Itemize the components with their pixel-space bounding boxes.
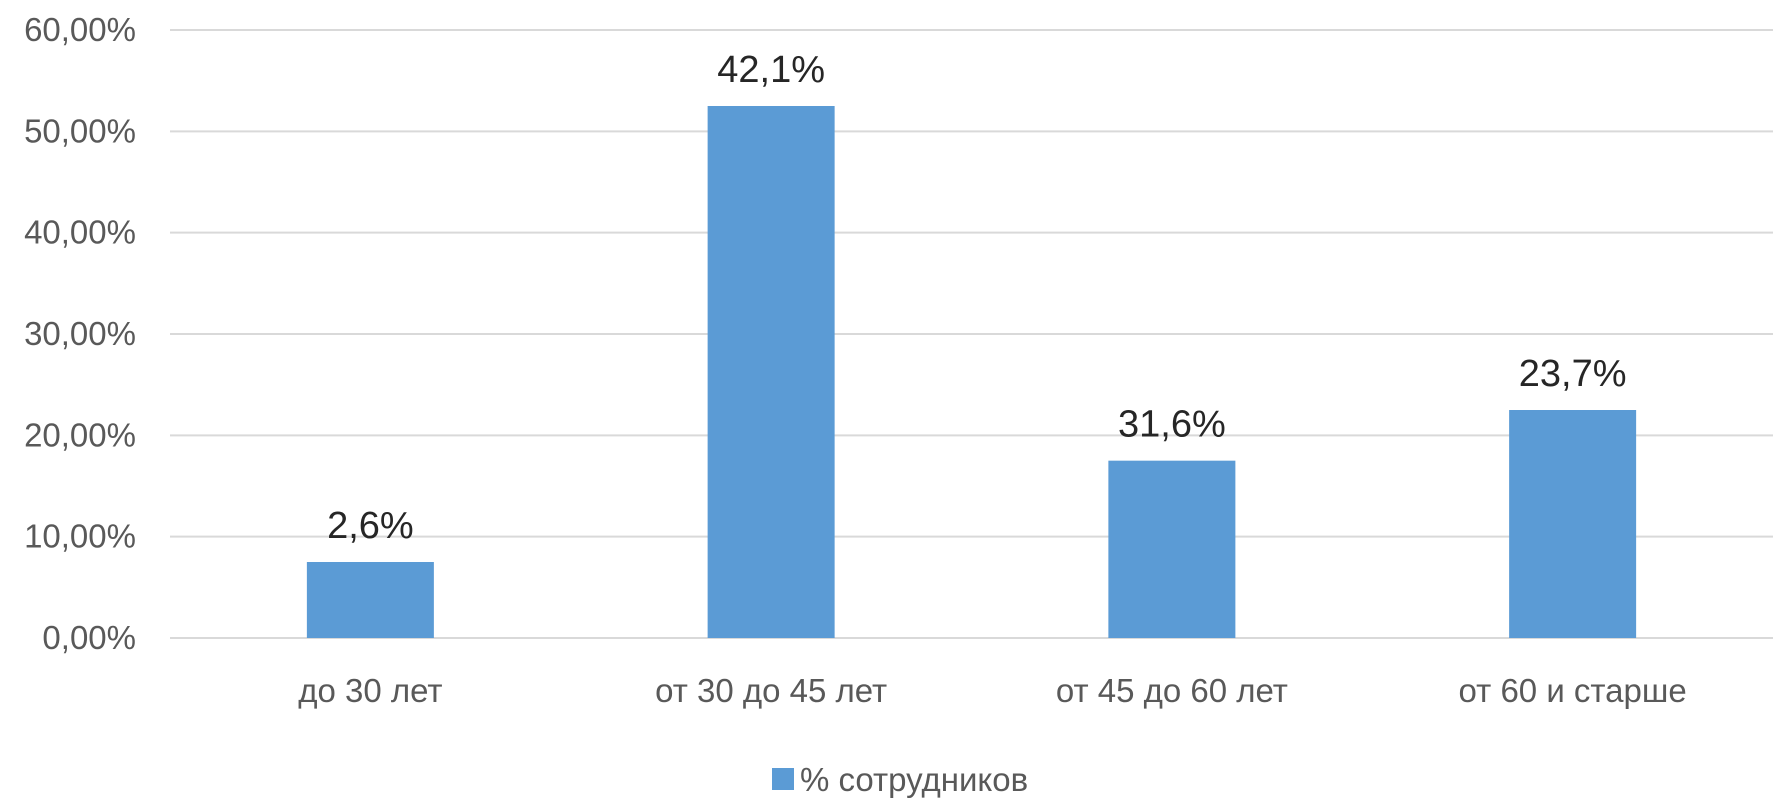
y-axis-tick-labels: 0,00% 10,00% 20,00% 30,00% 40,00% 50,00% 60,00…: [24, 11, 136, 656]
bars: [306, 106, 1637, 638]
x-category-label: до 30 лет: [298, 672, 442, 709]
legend-swatch-icon: [772, 768, 794, 790]
bar-data-label: 2,6%: [327, 505, 414, 547]
y-tick-label: 30,00%: [24, 315, 136, 352]
y-tick-label: 0,00%: [42, 619, 136, 656]
legend: % сотрудников: [772, 761, 1028, 798]
x-axis-category-labels: до 30 лет от 30 до 45 лет от 45 до 60 лет о…: [298, 672, 1686, 709]
y-tick-label: 60,00%: [24, 11, 136, 48]
y-tick-label: 20,00%: [24, 416, 136, 453]
bar-data-label: 42,1%: [717, 49, 825, 91]
bar: [1108, 460, 1236, 638]
bar: [1509, 410, 1637, 638]
bar-data-label: 31,6%: [1118, 404, 1226, 446]
x-category-label: от 30 до 45 лет: [655, 672, 887, 709]
x-category-label: от 60 и старше: [1459, 672, 1687, 709]
y-tick-label: 10,00%: [24, 518, 136, 555]
y-tick-label: 50,00%: [24, 112, 136, 149]
y-tick-label: 40,00%: [24, 214, 136, 251]
data-labels: 2,6% 42,1% 31,6% 23,7%: [327, 49, 1626, 547]
bar-data-label: 23,7%: [1519, 353, 1627, 395]
bar: [707, 106, 835, 638]
gridlines: [170, 29, 1773, 639]
bar: [306, 562, 434, 638]
legend-label: % сотрудников: [800, 761, 1028, 798]
x-category-label: от 45 до 60 лет: [1056, 672, 1288, 709]
